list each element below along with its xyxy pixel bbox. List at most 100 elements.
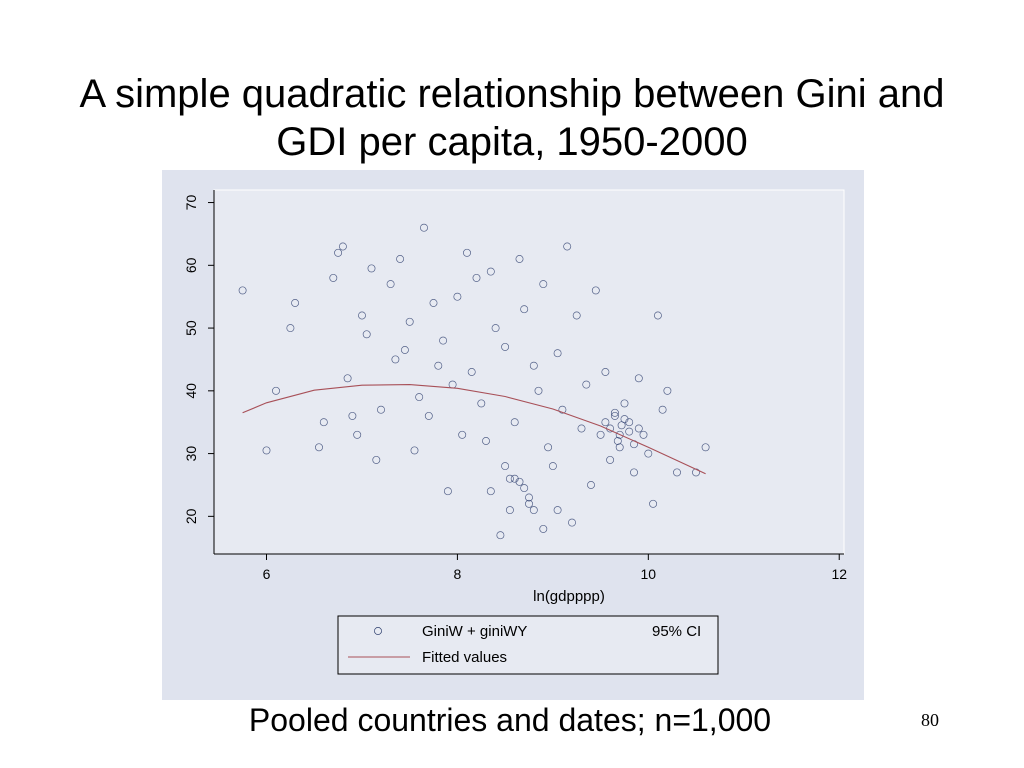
data-point bbox=[482, 437, 490, 445]
x-axis-label: ln(gdpppp) bbox=[533, 588, 605, 605]
data-point bbox=[377, 405, 385, 414]
data-point bbox=[534, 386, 543, 395]
data-point bbox=[410, 446, 419, 455]
data-point bbox=[463, 248, 471, 257]
data-point bbox=[286, 324, 295, 333]
data-point bbox=[505, 474, 514, 483]
data-point bbox=[577, 424, 586, 433]
data-point bbox=[372, 455, 381, 464]
page-number: 80 bbox=[921, 710, 939, 730]
data-point bbox=[353, 430, 362, 439]
data-point bbox=[582, 380, 591, 389]
data-point bbox=[496, 531, 505, 540]
y-tick-label: 40 bbox=[183, 383, 199, 399]
data-point bbox=[358, 311, 366, 320]
legend-label-ci: 95% CI bbox=[652, 623, 701, 640]
data-point bbox=[262, 446, 271, 455]
data-point bbox=[630, 468, 638, 477]
data-point bbox=[510, 418, 519, 427]
data-point bbox=[673, 468, 681, 477]
fitted-line bbox=[242, 384, 706, 475]
data-point bbox=[649, 499, 658, 508]
data-point bbox=[515, 477, 524, 486]
x-tick-label: 6 bbox=[263, 566, 271, 582]
data-point bbox=[434, 361, 443, 370]
legend-marker-points bbox=[374, 627, 382, 635]
data-point bbox=[539, 280, 548, 289]
x-tick-label: 12 bbox=[831, 566, 847, 582]
data-point bbox=[501, 462, 510, 471]
data-point bbox=[348, 411, 357, 420]
data-point bbox=[610, 408, 619, 417]
data-point bbox=[439, 336, 448, 345]
data-point bbox=[315, 443, 323, 452]
data-point bbox=[539, 524, 548, 533]
data-point bbox=[477, 399, 486, 408]
data-point bbox=[606, 455, 615, 464]
data-point bbox=[529, 361, 538, 370]
data-point bbox=[587, 481, 595, 489]
data-point bbox=[329, 273, 338, 282]
data-point bbox=[639, 430, 648, 439]
data-point bbox=[486, 487, 495, 496]
chart-panel: 20 30 40 50 60 70 6 8 10 12 ln(gdpppp) GiniW + gini… bbox=[162, 170, 864, 700]
y-tick-label: 50 bbox=[183, 320, 199, 336]
data-point bbox=[520, 484, 529, 493]
data-point bbox=[391, 355, 400, 364]
legend-box bbox=[337, 615, 719, 675]
data-point bbox=[601, 418, 610, 427]
slide-caption: Pooled countries and dates; n=1,000 bbox=[248, 702, 772, 738]
data-point bbox=[505, 506, 514, 515]
data-point bbox=[272, 386, 280, 395]
data-point bbox=[501, 342, 510, 351]
data-point bbox=[510, 474, 519, 483]
x-tick-label: 8 bbox=[454, 566, 462, 582]
data-point bbox=[620, 399, 629, 408]
data-point bbox=[429, 299, 438, 307]
data-point bbox=[625, 427, 634, 436]
data-point bbox=[553, 506, 562, 515]
data-point bbox=[701, 443, 710, 452]
data-point bbox=[396, 255, 405, 263]
data-point bbox=[615, 430, 624, 439]
data-point bbox=[591, 286, 600, 295]
y-tick-label: 60 bbox=[183, 257, 199, 273]
data-point bbox=[634, 374, 643, 383]
data-point bbox=[625, 418, 634, 427]
data-point bbox=[415, 393, 424, 402]
data-point bbox=[601, 368, 610, 376]
data-point bbox=[472, 273, 481, 282]
data-point bbox=[420, 223, 428, 232]
data-point bbox=[548, 462, 557, 471]
data-point bbox=[658, 405, 667, 414]
data-point bbox=[613, 437, 622, 445]
data-point bbox=[563, 242, 572, 251]
data-point bbox=[338, 242, 347, 251]
data-point bbox=[663, 386, 672, 395]
data-point bbox=[568, 518, 576, 527]
data-point bbox=[644, 449, 653, 458]
data-point bbox=[405, 317, 414, 326]
data-point bbox=[544, 443, 553, 452]
data-point bbox=[424, 411, 433, 420]
data-point bbox=[238, 286, 247, 295]
data-point bbox=[334, 248, 343, 257]
data-point bbox=[558, 405, 567, 414]
data-point bbox=[596, 430, 605, 439]
data-point bbox=[615, 443, 624, 452]
data-point bbox=[525, 493, 533, 502]
data-point bbox=[400, 346, 409, 354]
data-point bbox=[486, 267, 495, 276]
data-point bbox=[520, 305, 529, 314]
data-point bbox=[529, 506, 538, 515]
data-point bbox=[443, 487, 452, 496]
y-tick-label: 30 bbox=[183, 446, 199, 462]
data-point bbox=[620, 415, 629, 424]
scatter-plot: 20 30 40 50 60 70 6 8 10 12 ln(gdpppp) GiniW + gini… bbox=[183, 189, 847, 675]
data-point bbox=[386, 280, 395, 289]
data-point bbox=[453, 292, 462, 301]
data-point bbox=[491, 324, 500, 333]
y-tick-label: 70 bbox=[183, 195, 199, 211]
data-point bbox=[634, 424, 643, 433]
plot-area bbox=[213, 189, 845, 555]
